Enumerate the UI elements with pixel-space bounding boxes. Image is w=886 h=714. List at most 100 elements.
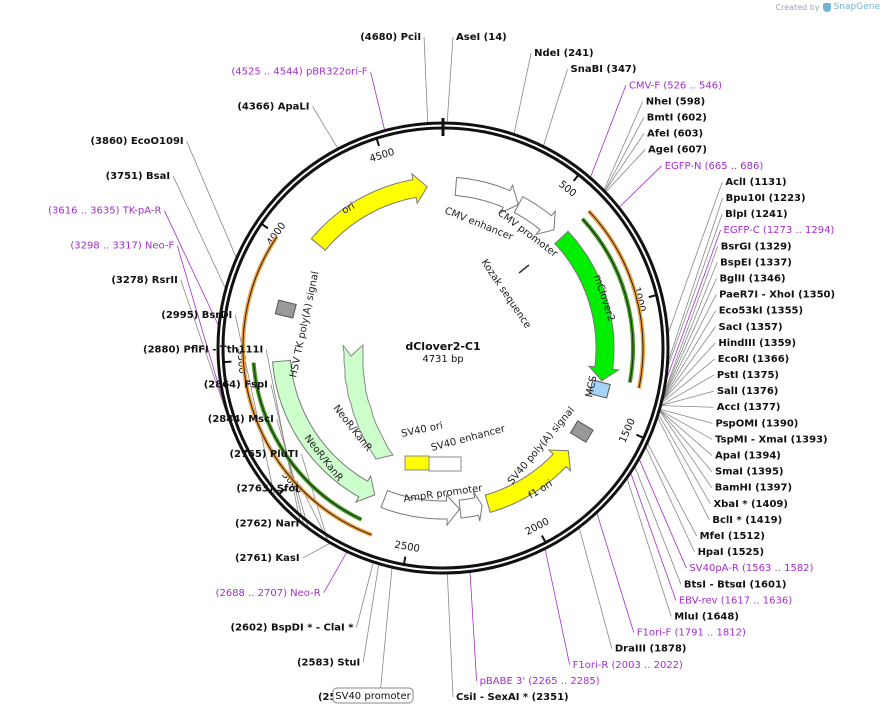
tick-3000 bbox=[278, 488, 286, 496]
site-label-3860-ecoo109i: (3860) EcoO109I bbox=[90, 136, 183, 147]
site-label-snabi-347: SnaBI (347) bbox=[571, 64, 637, 75]
leader-bsrgi-1329 bbox=[664, 246, 719, 392]
neokan-inner-arrow bbox=[342, 343, 394, 460]
tick-label-2000: 2000 bbox=[524, 516, 552, 538]
leader-f1ori-f-1791-1812 bbox=[596, 513, 635, 633]
leader-blpi-1241 bbox=[667, 213, 723, 366]
leader-4680-pcii bbox=[423, 36, 429, 123]
leader-apai-1394 bbox=[659, 410, 713, 456]
primer-label-cmv-f-526-546: CMV-F (526 .. 546) bbox=[629, 80, 722, 91]
leader-pspomi-1390 bbox=[660, 409, 713, 424]
tick-3500 bbox=[223, 360, 232, 364]
label-ori: ori bbox=[340, 201, 357, 217]
feature-hsv-tk-poly-a-signal bbox=[274, 299, 297, 319]
leader-hpai-1525 bbox=[645, 447, 695, 553]
site-label-2864-fspi: (2864) FspI bbox=[204, 379, 268, 390]
leader-2602-bspdi-clai bbox=[356, 562, 374, 628]
primer-label-3298-3317-neo-f: (3298 .. 3317) Neo-F bbox=[70, 240, 174, 251]
primer-label-f1ori-f-1791-1812: F1ori-F (1791 .. 1812) bbox=[637, 628, 746, 639]
site-label-hpai-1525: HpaI (1525) bbox=[698, 547, 764, 558]
tick-500 bbox=[572, 174, 580, 182]
site-label-ndei-241: NdeI (241) bbox=[534, 48, 594, 59]
leader-btsi-bts-i-1601 bbox=[634, 467, 682, 585]
leader-draiii-1878 bbox=[578, 528, 613, 649]
leader-2761-kasi bbox=[302, 543, 330, 559]
primer-label-ebv-rev-1617-1636: EBV-rev (1617 .. 1636) bbox=[679, 595, 792, 606]
site-label-psti-1375: PstI (1375) bbox=[717, 370, 779, 381]
site-label-2763-sfoi: (2763) SfoI bbox=[236, 484, 299, 495]
tick-label-2500: 2500 bbox=[394, 540, 421, 555]
leader-ndei-241 bbox=[513, 53, 532, 134]
leader-paer7i-xhoi-1350 bbox=[663, 294, 717, 398]
leader-ebv-rev-1617-1636 bbox=[630, 473, 677, 601]
primer-arc-core-0 bbox=[588, 210, 644, 389]
site-label-acli-1131: AclI (1131) bbox=[725, 177, 786, 188]
leader-3298-3317-neo-f bbox=[176, 245, 229, 420]
leader-tspmi-xmai-1393 bbox=[660, 409, 713, 440]
site-label-nhei-598: NheI (598) bbox=[646, 96, 706, 107]
leader-asei-14 bbox=[446, 36, 454, 123]
leader-3860-ecoo109i bbox=[186, 141, 237, 258]
tick-label-4500: 4500 bbox=[368, 147, 396, 165]
site-label-tspmi-xmai-1393: TspMI - XmaI (1393) bbox=[715, 434, 827, 445]
tick-label-1500: 1500 bbox=[618, 417, 638, 445]
leader-snabi-347 bbox=[543, 69, 568, 146]
leader-acli-1131 bbox=[668, 181, 723, 333]
site-label-asei-14: AseI (14) bbox=[456, 32, 507, 43]
leader-2844-msci bbox=[276, 418, 310, 530]
primer-label-egfp-n-665-686: EGFP-N (665 .. 686) bbox=[665, 161, 764, 172]
feature-f1-ori bbox=[484, 449, 572, 514]
site-label-bsrgi-1329: BsrGI (1329) bbox=[721, 241, 792, 252]
site-label-2880-pflfi-tth111i: (2880) PflFI - Tth111I bbox=[143, 345, 263, 356]
label-leader-lines bbox=[164, 36, 723, 698]
leader-eco53ki-1355 bbox=[662, 310, 717, 400]
feature-callout-box bbox=[332, 687, 414, 704]
site-label-3751-bsai: (3751) BsaI bbox=[106, 171, 171, 182]
sv40-ori-box bbox=[404, 455, 430, 471]
leader-sv40pa-r-1563-1582 bbox=[639, 459, 687, 569]
leader-egfp-c-1273-1294 bbox=[666, 230, 721, 379]
tick-4500 bbox=[375, 137, 380, 147]
feature-sv40-promoter bbox=[380, 489, 461, 527]
site-label-eco53ki-1355: Eco53kI (1355) bbox=[719, 306, 803, 317]
site-label-sali-1376: SalI (1376) bbox=[717, 386, 779, 397]
leader-smai-1395 bbox=[659, 410, 713, 472]
feature-arrows bbox=[272, 172, 621, 527]
site-label-mfei-1512: MfeI (1512) bbox=[700, 531, 765, 542]
leader-afei-603 bbox=[604, 133, 645, 191]
feature-mcs bbox=[588, 379, 611, 399]
leader-bspei-1337 bbox=[663, 262, 718, 395]
leader-2537-sfii bbox=[379, 568, 393, 698]
site-label-acci-1377: AccI (1377) bbox=[717, 402, 781, 413]
primer-label-4525-4544-pbr322ori-f: (4525 .. 4544) pBR322ori-F bbox=[231, 67, 367, 78]
leader-nhei-598 bbox=[603, 101, 644, 190]
site-label-pspomi-1390: PspOMI (1390) bbox=[715, 418, 798, 429]
site-label-2583-stui: (2583) StuI bbox=[297, 657, 360, 668]
tick-label-500: 500 bbox=[556, 179, 578, 199]
leader-xbai-1409 bbox=[658, 414, 711, 505]
kozak-marker bbox=[518, 264, 530, 274]
leader-egfp-n-665-686 bbox=[619, 165, 662, 208]
feature-ori bbox=[310, 172, 428, 252]
site-label-xbai-1409: XbaI * (1409) bbox=[713, 499, 788, 510]
site-label-bmti-602: BmtI (602) bbox=[647, 112, 707, 123]
site-label-bspei-1337: BspEI (1337) bbox=[720, 257, 792, 268]
primer-label-sv40pa-r-1563-1582: SV40pA-R (1563 .. 1582) bbox=[689, 563, 813, 574]
snapgene-name: SnapGene bbox=[833, 2, 880, 12]
primer-label-f1ori-r-2003-2022: F1ori-R (2003 .. 2022) bbox=[573, 660, 683, 671]
site-label-saci-1357: SacI (1357) bbox=[719, 322, 783, 333]
created-by-label: Created by bbox=[775, 2, 820, 12]
leader-3278-rsrii bbox=[180, 280, 232, 428]
leader-psti-1375 bbox=[661, 374, 715, 406]
leader-2583-stui bbox=[362, 564, 380, 663]
leader-3751-bsai bbox=[172, 175, 226, 289]
feature-mclover2 bbox=[554, 230, 621, 382]
primer-label-pbabe-3-2265-2285: pBABE 3' (2265 .. 2285) bbox=[480, 676, 600, 687]
leader-cmv-f-526-546 bbox=[590, 85, 627, 178]
site-label-draiii-1878: DraIII (1878) bbox=[615, 644, 687, 655]
leader-bglii-1346 bbox=[663, 278, 717, 397]
inner-features bbox=[342, 264, 530, 472]
leader-2765-pluti bbox=[300, 453, 330, 544]
plasmid-name: dClover2-C1 bbox=[405, 340, 480, 353]
